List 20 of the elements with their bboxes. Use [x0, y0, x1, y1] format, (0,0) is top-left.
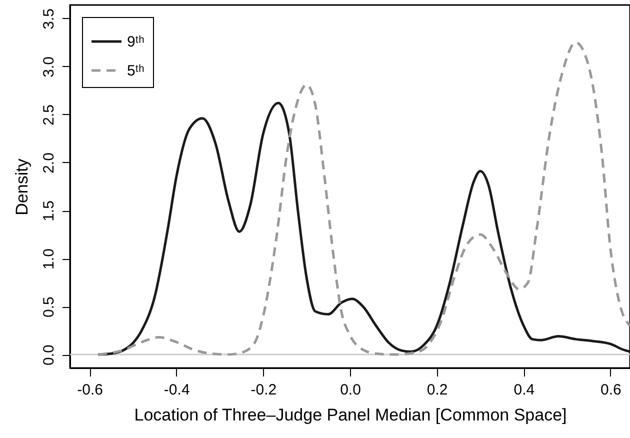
- y-axis-title: Density: [12, 158, 32, 216]
- y-tick-label: 0.5: [40, 296, 58, 318]
- y-tick-label: 1.0: [40, 248, 58, 270]
- x-tick-label: 0.2: [426, 382, 448, 398]
- y-tick-label: 3.5: [40, 8, 58, 30]
- y-tick-label: 0.0: [40, 344, 58, 366]
- x-tick-label: -0.6: [77, 382, 103, 398]
- y-tick-label: 2.5: [40, 104, 58, 126]
- y-tick-label: 2.0: [40, 152, 58, 174]
- x-axis-title: Location of Three–Judge Panel Median [Common Space]: [134, 406, 567, 424]
- x-tick-label: 0.6: [600, 382, 622, 398]
- line-series: [96, 102, 630, 356]
- y-tick-label: 1.5: [40, 200, 58, 222]
- x-tick-label: 0.0: [340, 382, 361, 398]
- y-tick-label: 3.0: [40, 56, 58, 78]
- x-tick-label: -0.2: [250, 382, 277, 398]
- x-tick-label: -0.4: [164, 382, 190, 398]
- x-tick-label: 0.4: [514, 382, 535, 398]
- legend-label: 5ᵗʰ: [127, 62, 145, 80]
- legend-label: 9ᵗʰ: [127, 34, 145, 50]
